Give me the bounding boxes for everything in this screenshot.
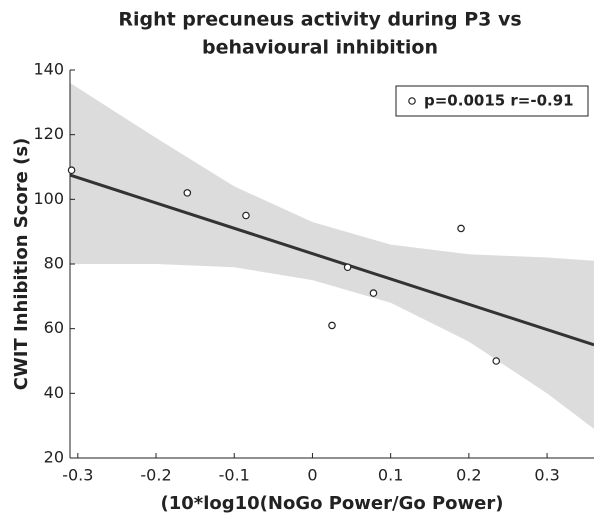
fit-line xyxy=(70,173,594,347)
y-tick-label: 120 xyxy=(33,124,64,143)
y-tick-label: 100 xyxy=(33,189,64,208)
y-tick-label: 20 xyxy=(44,448,64,467)
legend-box xyxy=(395,85,589,117)
x-tick-label: 0.3 xyxy=(534,466,559,485)
data-point xyxy=(369,289,378,297)
data-point xyxy=(343,263,352,272)
data-point xyxy=(242,211,250,220)
y-tick-label: 80 xyxy=(44,254,64,273)
data-point xyxy=(328,321,336,330)
x-tick-label: -0.1 xyxy=(219,466,250,485)
chart-title: behavioural inhibition xyxy=(202,37,438,59)
legend: p=0.0015 r=-0.91 xyxy=(395,85,589,117)
data-point xyxy=(492,357,501,365)
x-tick-label: -0.2 xyxy=(140,466,171,485)
y-tick-label: 140 xyxy=(33,60,64,79)
x-tick-label: -0.3 xyxy=(62,466,93,485)
y-tick-label: 40 xyxy=(44,383,64,402)
data-point xyxy=(67,166,76,175)
y-tick-label: 60 xyxy=(44,318,64,337)
confidence-band xyxy=(70,82,594,429)
x-tick-label: 0.2 xyxy=(456,466,481,485)
x-axis-label: (10*log10(NoGo Power/Go Power) xyxy=(161,493,504,514)
data-point xyxy=(183,189,192,197)
plot-area xyxy=(70,82,594,429)
legend-marker xyxy=(408,97,416,105)
data-point xyxy=(457,224,465,233)
x-tick-label: 0.1 xyxy=(378,466,403,485)
x-tick-label: 0 xyxy=(307,466,317,485)
chart-title: Right precuneus activity during P3 vs xyxy=(118,9,521,31)
legend-label: p=0.0015 r=-0.91 xyxy=(424,92,574,110)
y-axis-label: CWIT Inhibition Score (s) xyxy=(11,138,32,391)
